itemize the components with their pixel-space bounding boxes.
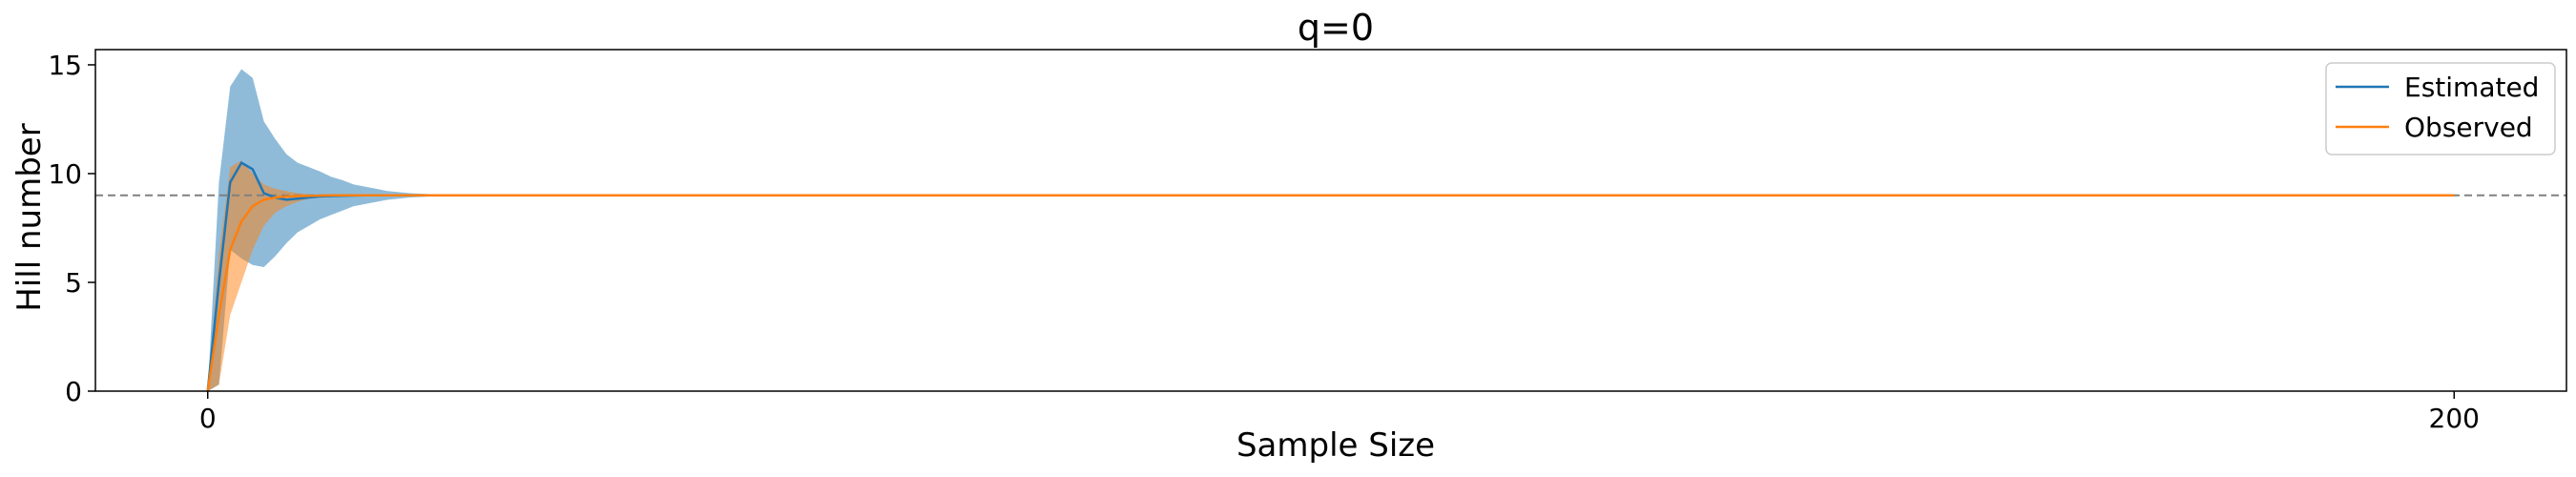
legend-label-observed: Observed	[2404, 112, 2533, 143]
x-tick-label: 0	[199, 403, 217, 434]
y-tick-label: 0	[65, 376, 82, 407]
y-tick-label: 15	[48, 50, 82, 81]
axes: 0 5 10 15 0 200	[48, 49, 2567, 434]
legend-label-estimated: Estimated	[2404, 72, 2539, 103]
y-tick-label: 10	[48, 158, 82, 190]
chart-title: q=0	[1298, 7, 1374, 49]
plot-frame	[94, 49, 2567, 392]
confidence-bands	[207, 69, 2455, 392]
x-axis-label: Sample Size	[1236, 426, 1435, 465]
series-lines	[206, 160, 2455, 392]
line-observed	[206, 194, 2455, 392]
y-tick-label: 5	[65, 267, 82, 299]
band-estimated	[207, 69, 2455, 392]
line-estimated	[206, 160, 2455, 392]
x-tick-label: 200	[2429, 403, 2480, 434]
y-axis-label: Hill number	[10, 123, 49, 311]
legend: Estimated Observed	[2325, 62, 2556, 156]
